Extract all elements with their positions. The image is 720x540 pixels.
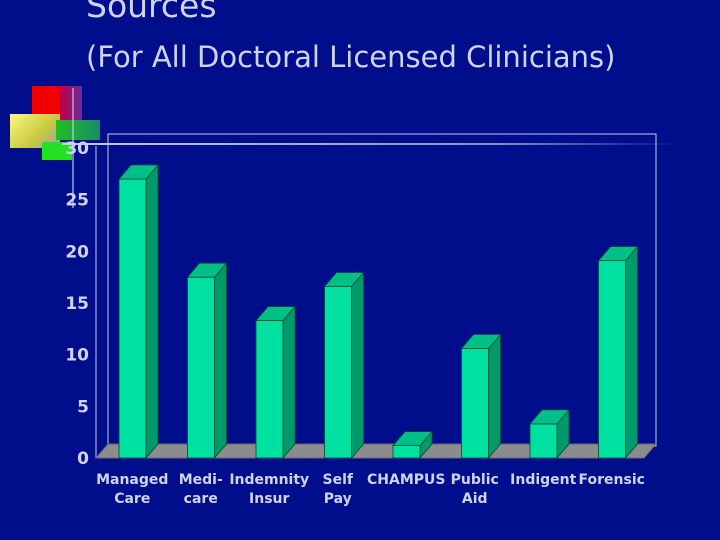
- bar-front: [529, 423, 558, 459]
- bar: [597, 245, 639, 460]
- x-category-label: Indemnity: [229, 472, 309, 488]
- bar-front: [324, 286, 352, 459]
- bar-top: [392, 431, 433, 447]
- bar-side: [282, 305, 296, 460]
- bar-side: [488, 333, 501, 460]
- y-tick-label: 0: [77, 449, 89, 469]
- bar: [186, 262, 228, 460]
- bar-top: [529, 409, 570, 425]
- bar: [323, 271, 365, 460]
- bar-side: [351, 271, 364, 460]
- bar: [392, 430, 433, 460]
- bar: [460, 333, 502, 460]
- x-category-label: Care: [114, 491, 150, 507]
- chart-floor: [94, 443, 658, 459]
- bar-front: [461, 348, 489, 459]
- title-clip: Sources: [86, 0, 706, 40]
- x-category-label: Self: [323, 472, 354, 488]
- bar-front: [392, 445, 421, 459]
- decorative-rule: [62, 143, 682, 145]
- x-category-label: Public: [451, 472, 499, 488]
- slide-title: Sources: [86, 0, 217, 25]
- bar-front: [118, 178, 147, 459]
- x-category-label: Managed: [96, 472, 168, 488]
- bar: [118, 163, 159, 460]
- bar-top: [255, 306, 296, 321]
- y-tick-label: 15: [65, 294, 89, 314]
- y-tick-label: 30: [65, 139, 89, 159]
- y-tick-label: 5: [77, 397, 89, 417]
- bar-top: [597, 246, 639, 262]
- bar-side: [625, 245, 638, 460]
- bar: [255, 305, 296, 460]
- y-tick-label: 10: [65, 346, 89, 366]
- x-category-label: Indigent: [510, 472, 576, 488]
- y-tick-label: 25: [65, 191, 89, 211]
- bar-top: [186, 262, 228, 278]
- bar-top: [323, 272, 365, 287]
- bar-top: [118, 164, 159, 180]
- bar: [529, 408, 570, 460]
- x-category-label: Medi-: [179, 472, 223, 488]
- bar-side: [145, 163, 159, 460]
- y-tick-label: 20: [65, 242, 89, 262]
- bar-top: [460, 334, 502, 349]
- x-category-label: Aid: [462, 491, 488, 507]
- x-category-label: CHAMPUS: [367, 472, 445, 488]
- x-category-label: Pay: [324, 491, 352, 507]
- bar-front: [255, 320, 284, 459]
- x-category-label: Forensic: [579, 472, 645, 488]
- decorative-squares-logo: [10, 86, 100, 208]
- bar-front: [598, 260, 626, 459]
- x-category-label: care: [184, 491, 218, 507]
- x-category-label: Insur: [249, 491, 289, 507]
- bar-front: [187, 276, 215, 459]
- slide-subtitle: (For All Doctoral Licensed Clinicians): [86, 40, 616, 74]
- bar-side: [214, 262, 227, 460]
